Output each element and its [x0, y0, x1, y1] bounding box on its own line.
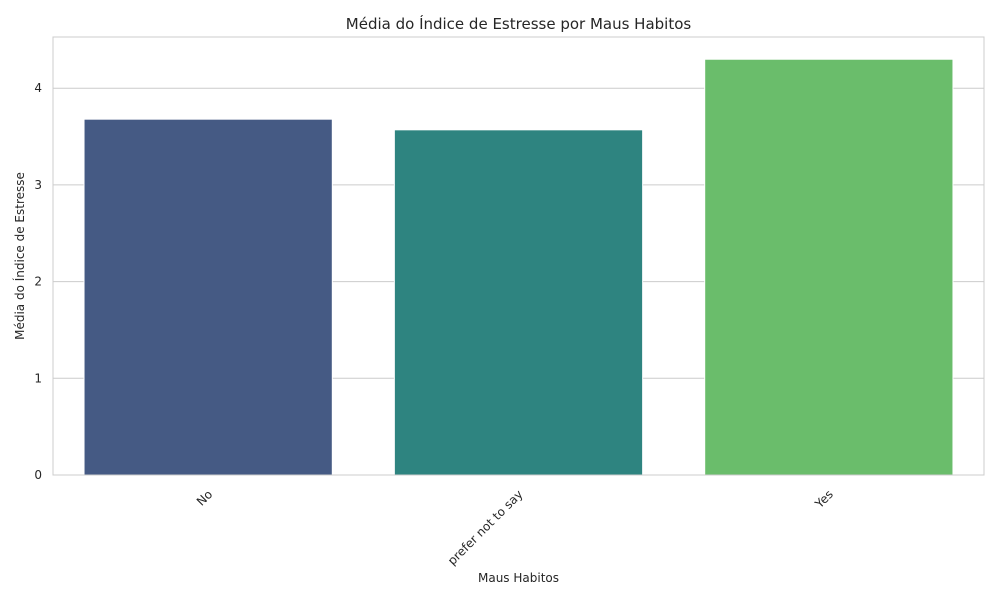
plot-frame — [52, 36, 985, 476]
y-tick-label: 0 — [34, 468, 42, 482]
y-tick-label: 3 — [34, 178, 42, 192]
x-tick-label: No — [194, 487, 215, 508]
y-axis-label: Média do Índice de Estresse — [12, 172, 27, 340]
bar-no — [83, 118, 333, 476]
y-tick-label: 2 — [34, 275, 42, 289]
x-axis-label: Maus Habitos — [478, 571, 559, 585]
y-tick-labels: 0 1 2 3 4 — [34, 81, 42, 482]
bar-yes — [704, 58, 954, 476]
bars-layer — [83, 58, 954, 476]
bar-prefer-not-to-say — [393, 129, 644, 476]
chart-title: Média do Índice de Estresse por Maus Hab… — [346, 14, 692, 33]
x-tick-label: prefer not to say — [445, 487, 526, 568]
y-tick-label: 4 — [34, 81, 42, 95]
y-tick-label: 1 — [34, 371, 42, 385]
x-tick-label: Yes — [812, 487, 836, 511]
x-tick-labels: No prefer not to say Yes — [194, 487, 836, 568]
